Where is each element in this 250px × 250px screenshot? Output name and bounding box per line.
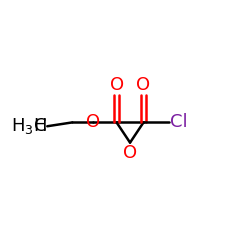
Text: Cl: Cl bbox=[170, 114, 187, 132]
Text: O: O bbox=[123, 144, 137, 162]
Text: $\mathsf{H_3C}$: $\mathsf{H_3C}$ bbox=[10, 116, 46, 136]
Text: O: O bbox=[110, 76, 124, 94]
Text: H: H bbox=[33, 117, 46, 135]
Text: O: O bbox=[136, 76, 150, 94]
Text: O: O bbox=[86, 114, 101, 132]
